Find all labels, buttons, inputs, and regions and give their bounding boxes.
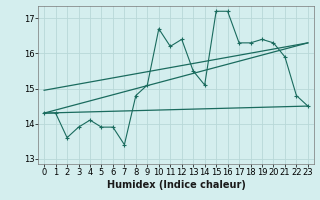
X-axis label: Humidex (Indice chaleur): Humidex (Indice chaleur) bbox=[107, 180, 245, 190]
